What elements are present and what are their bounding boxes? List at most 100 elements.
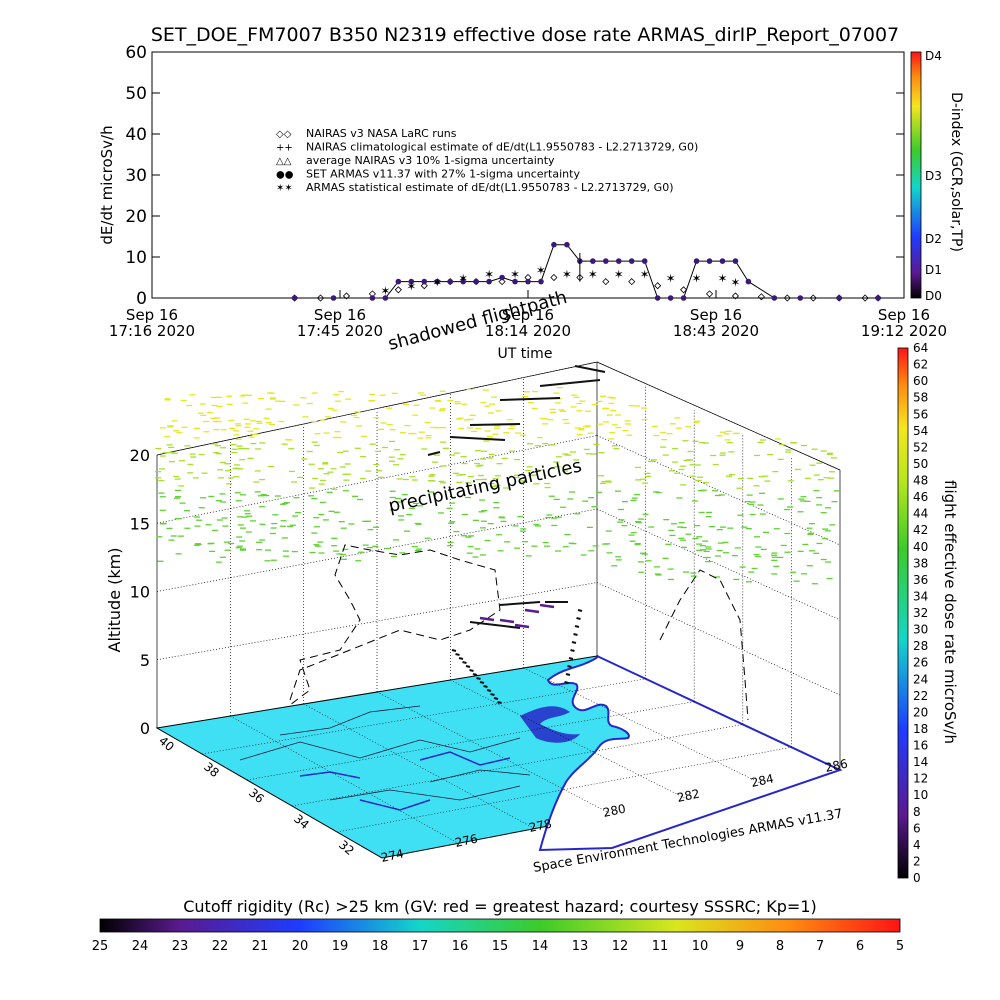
armas-point bbox=[875, 295, 881, 301]
rc-tick-label: 12 bbox=[612, 939, 629, 954]
colorbar-tick-label: 62 bbox=[913, 358, 928, 372]
x-tick-label-time: 19:12 2020 bbox=[861, 322, 947, 340]
flight-descent-tick bbox=[462, 661, 467, 664]
armas-stat-point: ✶ bbox=[588, 267, 598, 281]
top-series-layer: ✶ ✶ ✶ ✶ ✶ ✶ ✶ ✶ ✶ ✶ ✶ ✶ ✶ ✶ ✶ bbox=[291, 241, 882, 302]
armas-point bbox=[615, 258, 622, 264]
rc-tick-label: 21 bbox=[252, 939, 269, 954]
colorbar-tick-label: 42 bbox=[913, 523, 928, 537]
armas-point bbox=[382, 295, 389, 301]
rc-tick-label: 14 bbox=[532, 939, 549, 954]
annotation-precipitating-particles: precipitating particles bbox=[387, 455, 584, 516]
armas-stat-point: ✶ bbox=[432, 276, 442, 290]
colorbar-tick-label: 50 bbox=[913, 457, 928, 471]
flight-descent-tick bbox=[472, 673, 478, 676]
colorbar-tick-label: 40 bbox=[913, 540, 928, 554]
colorbar-tick-label: 14 bbox=[913, 755, 928, 769]
d-index-tick-label: D4 bbox=[925, 49, 942, 63]
armas-stat-point: ✶ bbox=[510, 267, 520, 281]
flight-descent-tick bbox=[497, 701, 502, 704]
nairas-point bbox=[861, 294, 869, 302]
armas-point bbox=[499, 274, 505, 281]
flight-descent-tick bbox=[455, 653, 460, 656]
armas-point bbox=[641, 258, 648, 264]
longitude-ticks: 274 276 278 280 282 284 286 bbox=[380, 756, 849, 864]
legend-label: NAIRAS v3 NASA LaRC runs bbox=[306, 127, 457, 140]
flight-path-3d bbox=[427, 365, 606, 704]
nairas-point bbox=[420, 282, 428, 290]
armas-point bbox=[602, 258, 609, 264]
longitude-tick-label: 276 bbox=[454, 831, 479, 849]
nairas-point bbox=[342, 292, 351, 300]
armas-point bbox=[538, 278, 544, 285]
legend-label: ARMAS statistical estimate of dE/dt(L1.9… bbox=[306, 181, 673, 194]
colorbar-tick-label: 44 bbox=[913, 507, 928, 521]
legend-symbol: ●● bbox=[276, 170, 294, 181]
armas-point bbox=[706, 258, 713, 264]
flight-path-dose-segment bbox=[479, 616, 495, 622]
armas-point bbox=[447, 278, 454, 285]
flight-descent-tick bbox=[565, 673, 571, 676]
legend-symbol: △△ bbox=[276, 156, 292, 167]
colorbar-tick-label: 58 bbox=[913, 391, 928, 405]
armas-stat-point: ✶ bbox=[406, 280, 416, 294]
flight-descent-tick bbox=[493, 697, 499, 700]
rc-tick-label: 6 bbox=[856, 939, 864, 954]
legend-label: NAIRAS climatological estimate of dE/dt(… bbox=[306, 141, 698, 154]
altitude-ticks: 0 5 10 15 20 bbox=[130, 446, 150, 738]
armas-point bbox=[797, 295, 804, 301]
rc-tick-label: 5 bbox=[896, 939, 904, 954]
colorbar-tick-label: 32 bbox=[913, 606, 928, 620]
rc-tick-label: 16 bbox=[452, 939, 469, 954]
y-tick-label: 60 bbox=[125, 43, 147, 63]
nairas-point bbox=[705, 290, 714, 298]
nairas-point bbox=[394, 286, 402, 294]
flight-path-segment bbox=[427, 451, 441, 456]
flight-path-segment bbox=[539, 379, 601, 387]
rc-tick-label: 9 bbox=[736, 939, 744, 954]
d-index-tick-label: D3 bbox=[925, 169, 942, 183]
rc-tick-label: 17 bbox=[412, 939, 429, 954]
altitude-tick-label: 5 bbox=[140, 651, 150, 670]
colorbar-tick-label: 48 bbox=[913, 474, 928, 488]
colorbar-tick-label: 10 bbox=[913, 788, 928, 802]
d-index-label: D-index (GCR,solar,TP) bbox=[948, 92, 964, 252]
colorbar-tick-label: 46 bbox=[913, 490, 928, 504]
rc-tick-label: 18 bbox=[372, 939, 389, 954]
colorbar-tick-label: 0 bbox=[913, 871, 921, 885]
rc-tick-label: 13 bbox=[572, 939, 589, 954]
flight-descent-tick bbox=[483, 685, 488, 688]
armas-stat-point: ✶ bbox=[380, 284, 390, 298]
armas-point bbox=[291, 295, 298, 301]
x-tick-label-time: 18:14 2020 bbox=[485, 322, 571, 340]
colorbar-tick-label: 6 bbox=[913, 821, 921, 835]
top-legend: ◇◇ NAIRAS v3 NASA LaRC runs ++ NAIRAS clima… bbox=[276, 127, 698, 194]
armas-point bbox=[369, 295, 376, 301]
coastline bbox=[538, 655, 843, 852]
ground-grid-line bbox=[450, 679, 688, 800]
armas-stat-point: ✶ bbox=[536, 263, 546, 277]
x-tick-label-day: Sep 16 bbox=[314, 306, 366, 324]
armas-stat-point: ✶ bbox=[614, 267, 624, 281]
y-tick-label: 40 bbox=[125, 125, 147, 145]
longitude-tick-label: 282 bbox=[676, 786, 701, 804]
colorbar-tick-label: 60 bbox=[913, 374, 928, 388]
flight-descent-tick bbox=[465, 665, 471, 668]
flight-path-segment bbox=[574, 365, 606, 373]
armas-point bbox=[408, 278, 415, 285]
ground-grid-line bbox=[291, 724, 743, 807]
flight-descent-tick bbox=[476, 677, 481, 680]
armas-stat-point: ✶ bbox=[717, 272, 727, 286]
colorbar-tick-label: 28 bbox=[913, 639, 928, 653]
colorbar-tick-label: 2 bbox=[913, 854, 921, 868]
nairas-point bbox=[628, 278, 636, 286]
legend-label: SET ARMAS v11.37 with 27% 1-sigma uncert… bbox=[306, 168, 580, 181]
flight-descent-tick bbox=[576, 617, 581, 620]
rc-tick-label: 8 bbox=[776, 939, 784, 954]
armas-point bbox=[836, 295, 842, 301]
flight-descent-tick bbox=[568, 657, 574, 660]
armas-point bbox=[395, 278, 402, 285]
